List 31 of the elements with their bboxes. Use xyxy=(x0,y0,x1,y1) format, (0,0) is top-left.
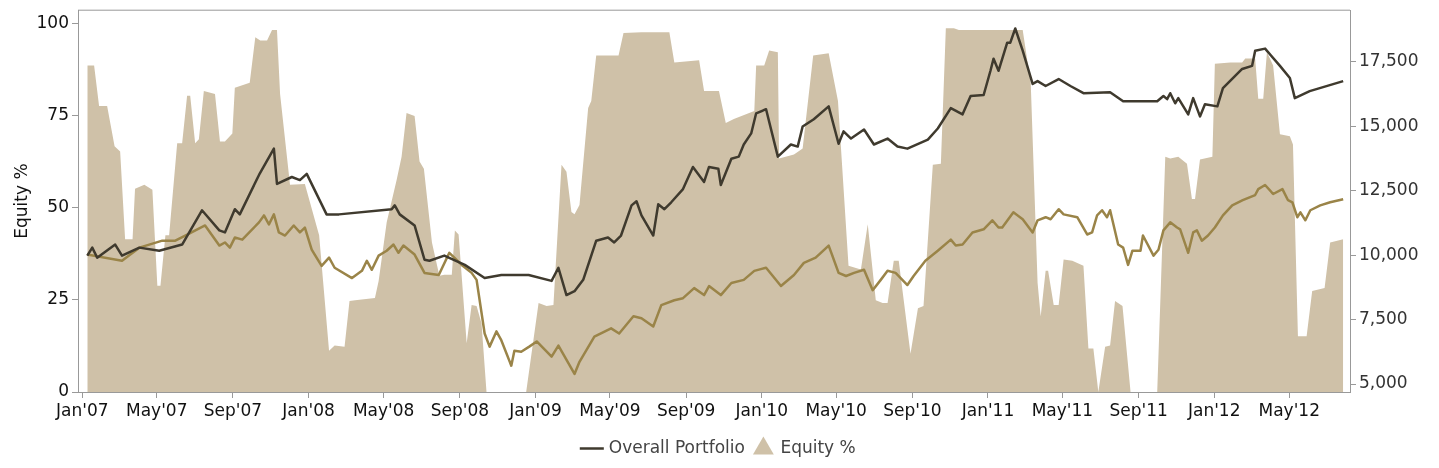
y-tick-label: 75 xyxy=(47,103,69,124)
y-tick-label: 100 xyxy=(36,11,69,32)
x-tick-label: Sep'10 xyxy=(883,399,942,420)
x-tick-label: May'12 xyxy=(1258,399,1320,420)
x-tick-label: Jan'09 xyxy=(508,399,562,420)
x-tick-label: May'10 xyxy=(805,399,867,420)
x-tick-label: Jan'12 xyxy=(1186,399,1241,420)
x-tick-label: Sep'08 xyxy=(430,399,490,420)
x-tick-label: May'08 xyxy=(352,399,415,420)
y-axis-title: Equity % xyxy=(10,163,31,239)
legend-label: Equity % xyxy=(780,436,856,457)
y-tick-label: 25 xyxy=(47,288,69,309)
y-tick-label: 0 xyxy=(58,380,69,401)
x-tick-label: Jan'10 xyxy=(734,399,788,420)
x-tick-label: Sep'09 xyxy=(656,399,716,420)
y2-tick-label: 12,500 xyxy=(1359,179,1419,200)
y-tick-label: 50 xyxy=(47,195,69,216)
y2-tick-label: 17,500 xyxy=(1359,50,1419,71)
x-tick-label: Jan'08 xyxy=(281,399,335,420)
x-tick-label: Jan'11 xyxy=(960,399,1015,420)
x-tick-label: Sep'07 xyxy=(203,399,263,420)
x-tick-label: Jan'07 xyxy=(55,399,109,420)
y2-tick-label: 10,000 xyxy=(1359,243,1419,264)
x-tick-label: Sep'11 xyxy=(1109,399,1168,420)
y2-tick-label: 7,500 xyxy=(1359,307,1408,328)
x-tick-label: May'11 xyxy=(1031,399,1094,420)
legend-label: Overall Portfolio xyxy=(608,436,745,457)
y2-tick-label: 5,000 xyxy=(1359,372,1408,393)
x-tick-label: May'07 xyxy=(126,399,188,420)
y2-tick-label: 15,000 xyxy=(1359,114,1419,135)
x-tick-label: May'09 xyxy=(579,399,641,420)
